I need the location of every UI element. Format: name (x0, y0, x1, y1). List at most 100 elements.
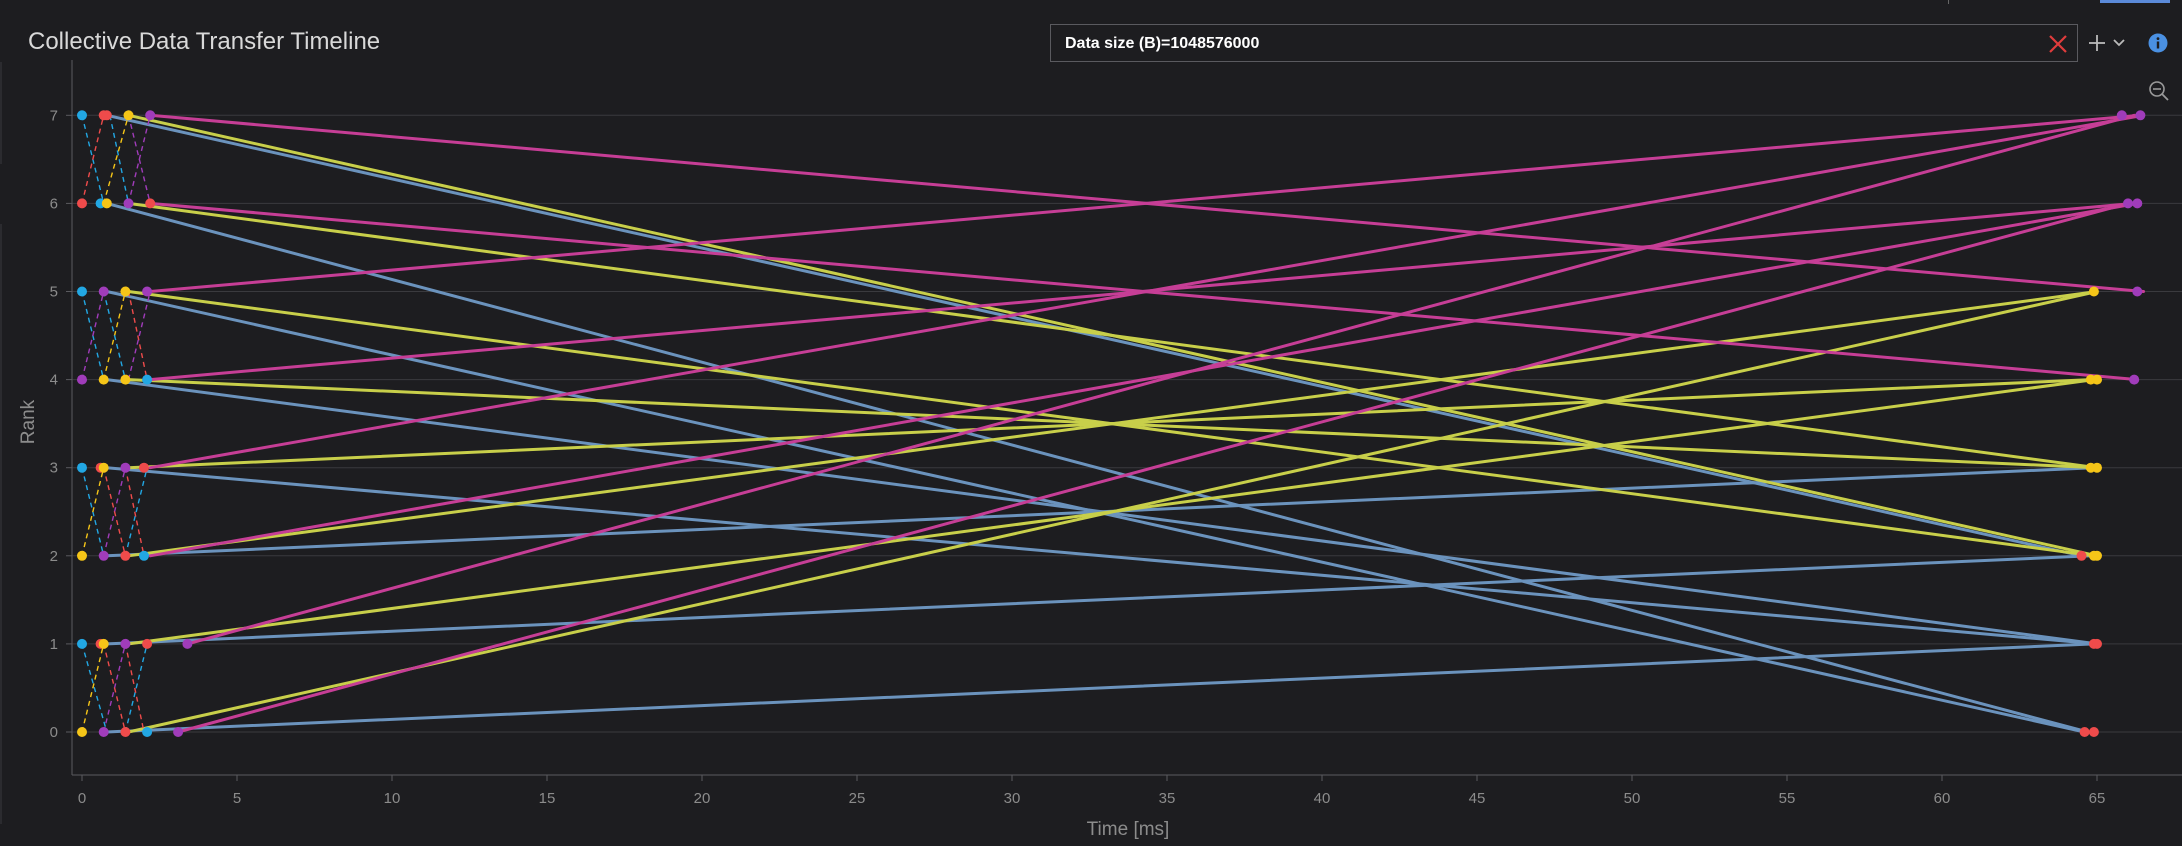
series-blue-line (105, 642, 2096, 734)
data-point (77, 198, 87, 209)
dashed-link (81, 643, 105, 733)
dashed-links (81, 115, 151, 733)
dashed-link (124, 643, 148, 733)
x-tick-label: 35 (1159, 790, 1176, 807)
data-point (2092, 550, 2102, 561)
data-point (77, 638, 87, 649)
data-point (77, 110, 87, 121)
zoom-out-icon[interactable] (2148, 80, 2170, 102)
data-point (101, 198, 112, 209)
data-point (101, 110, 112, 121)
y-tick-label: 4 (50, 372, 58, 389)
x-tick-label: 30 (1004, 790, 1021, 807)
data-point (98, 727, 109, 737)
dashed-link (81, 643, 108, 733)
dashed-link (103, 291, 127, 380)
series-yellow-line (127, 113, 2099, 558)
dashed-link (124, 643, 145, 733)
data-point (120, 374, 131, 385)
data-point (145, 110, 156, 121)
data-point (2092, 462, 2102, 473)
data-point (77, 374, 87, 385)
y-tick-label: 5 (50, 284, 58, 301)
data-point (142, 638, 153, 649)
y-tick-label: 0 (50, 724, 58, 741)
data-point (2129, 374, 2140, 385)
data-point (2088, 727, 2099, 737)
series-blue-line (105, 466, 2099, 646)
dashed-link (103, 643, 127, 733)
data-point (173, 727, 184, 737)
data-point (77, 286, 87, 297)
x-tick-label: 15 (539, 790, 556, 807)
x-tick-label: 60 (1934, 790, 1951, 807)
data-point (2092, 374, 2102, 385)
y-tick-label: 6 (50, 195, 58, 212)
data-points (77, 110, 2146, 737)
data-point (2092, 638, 2102, 649)
data-point (2135, 110, 2146, 121)
data-point (120, 727, 131, 737)
info-icon[interactable] (2148, 33, 2168, 53)
data-point (123, 198, 134, 209)
data-point (2088, 286, 2099, 297)
data-point (98, 462, 109, 473)
dashed-link (127, 291, 151, 380)
x-tick-label: 65 (2089, 790, 2106, 807)
data-point (142, 286, 153, 297)
series-blue-line (105, 554, 2093, 646)
x-tick-label: 0 (78, 790, 86, 807)
plus-icon (2089, 35, 2105, 51)
add-filter-button[interactable] (2088, 30, 2134, 56)
data-point (77, 550, 87, 561)
x-tick-label: 40 (1314, 790, 1331, 807)
data-point (142, 727, 153, 737)
x-tick-label: 55 (1779, 790, 1796, 807)
series-magenta-line (176, 201, 2130, 734)
data-point (98, 550, 109, 561)
data-point (2116, 110, 2127, 121)
data-point (120, 638, 131, 649)
grid (66, 114, 2182, 781)
y-tick-label: 3 (50, 460, 58, 477)
dashed-link (81, 291, 105, 380)
series-blue-line (105, 113, 2083, 558)
data-point (142, 374, 153, 385)
dashed-link (81, 115, 105, 204)
x-tick-label: 50 (1624, 790, 1641, 807)
x-axis-label: Time [ms] (1087, 819, 1170, 840)
x-tick-label: 5 (233, 790, 241, 807)
data-point (139, 550, 149, 561)
active-tab-indicator (2100, 0, 2170, 3)
data-point (2123, 198, 2133, 209)
y-tick-label: 1 (50, 636, 58, 653)
data-point (2076, 550, 2087, 561)
x-tick-label: 45 (1469, 790, 1486, 807)
series-blue-line (105, 290, 2087, 734)
x-tick-label: 25 (849, 790, 866, 807)
left-edge-marker (0, 62, 2, 164)
series-magenta-line (148, 113, 2145, 293)
series-blue-line (105, 201, 2090, 734)
filter-text: Data size (B)=1048576000 (1065, 35, 1260, 52)
data-point (2132, 198, 2143, 209)
left-edge-marker (0, 224, 2, 824)
clear-filter-icon[interactable] (2047, 33, 2069, 55)
data-point (145, 198, 156, 209)
data-point (120, 550, 131, 561)
top-tab-separator (1948, 0, 1949, 4)
data-point (123, 110, 134, 121)
data-point (98, 374, 109, 385)
series-magenta-line (148, 201, 2139, 382)
dashed-link (127, 291, 148, 380)
chevron-down-icon (2113, 39, 2125, 47)
dashed-link (109, 115, 130, 204)
series-lines (105, 113, 2145, 734)
y-tick-label: 2 (50, 548, 58, 565)
dashed-link (81, 467, 105, 556)
filter-chip[interactable]: Data size (B)=1048576000 (1050, 24, 2078, 62)
y-axis-label: Rank (18, 399, 39, 444)
x-tick-label: 20 (694, 790, 711, 807)
